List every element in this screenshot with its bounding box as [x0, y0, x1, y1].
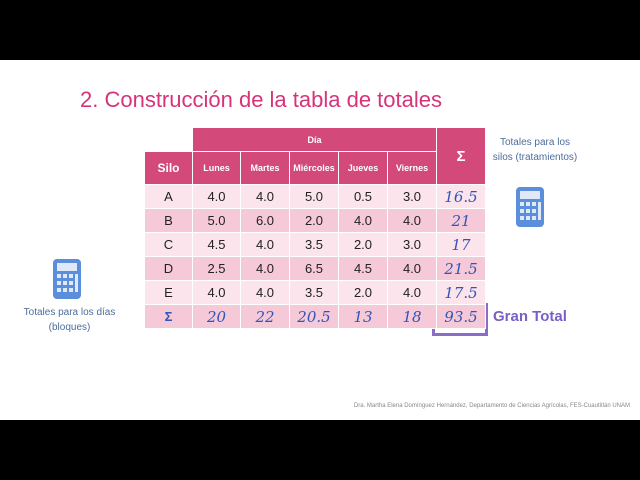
note-silos: Totales para los silos (tratamientos)	[492, 137, 578, 163]
day-total: 20.5	[290, 305, 339, 329]
value-cell: 2.0	[339, 281, 388, 305]
grand-total: 93.5	[437, 305, 486, 329]
row-label: B	[145, 209, 193, 233]
note-days: Totales para los días (bloques)	[23, 307, 116, 333]
day-total: 18	[388, 305, 437, 329]
value-cell: 2.0	[339, 233, 388, 257]
value-cell: 4.0	[241, 257, 290, 281]
value-cell: 4.0	[193, 185, 241, 209]
value-cell: 4.0	[388, 209, 437, 233]
value-cell: 0.5	[339, 185, 388, 209]
value-cell: 2.5	[193, 257, 241, 281]
sum-row-label: Σ	[145, 305, 193, 329]
day-header: Martes	[241, 152, 290, 185]
day-header: Jueves	[339, 152, 388, 185]
row-label: D	[145, 257, 193, 281]
day-total: 22	[241, 305, 290, 329]
value-cell: 2.0	[290, 209, 339, 233]
row-total: 16.5	[437, 185, 486, 209]
value-cell: 4.0	[388, 257, 437, 281]
row-label: E	[145, 281, 193, 305]
value-cell: 4.0	[241, 185, 290, 209]
value-cell: 5.0	[193, 209, 241, 233]
value-cell: 3.5	[290, 233, 339, 257]
sum-header: Σ	[437, 128, 486, 185]
value-cell: 4.5	[339, 257, 388, 281]
value-cell: 3.5	[290, 281, 339, 305]
group-header: Día	[193, 128, 437, 152]
calculator-icon	[53, 259, 81, 299]
value-cell: 3.0	[388, 185, 437, 209]
day-header: Lunes	[193, 152, 241, 185]
value-cell: 4.0	[388, 281, 437, 305]
value-cell: 4.0	[241, 281, 290, 305]
value-cell: 5.0	[290, 185, 339, 209]
value-cell: 4.0	[193, 281, 241, 305]
credit: Dra. Martha Elena Domínguez Hernández, D…	[353, 403, 630, 409]
row-total: 17.5	[437, 281, 486, 305]
row-total: 21.5	[437, 257, 486, 281]
value-cell: 4.5	[193, 233, 241, 257]
day-total: 20	[193, 305, 241, 329]
day-total: 13	[339, 305, 388, 329]
value-cell: 4.0	[339, 209, 388, 233]
row-label: C	[145, 233, 193, 257]
value-cell: 3.0	[388, 233, 437, 257]
value-cell: 6.5	[290, 257, 339, 281]
slide-title: 2. Construcción de la tabla de totales	[80, 87, 443, 112]
calculator-icon	[516, 187, 544, 227]
day-header: Miércoles	[290, 152, 339, 185]
row-total: 17	[437, 233, 486, 257]
day-header: Viernes	[388, 152, 437, 185]
row-header: Silo	[145, 152, 193, 185]
value-cell: 4.0	[241, 233, 290, 257]
row-total: 21	[437, 209, 486, 233]
grand-total-label: Gran Total	[493, 308, 567, 325]
value-cell: 6.0	[241, 209, 290, 233]
row-label: A	[145, 185, 193, 209]
slide: 2. Construcción de la tabla de totales T…	[0, 60, 640, 420]
